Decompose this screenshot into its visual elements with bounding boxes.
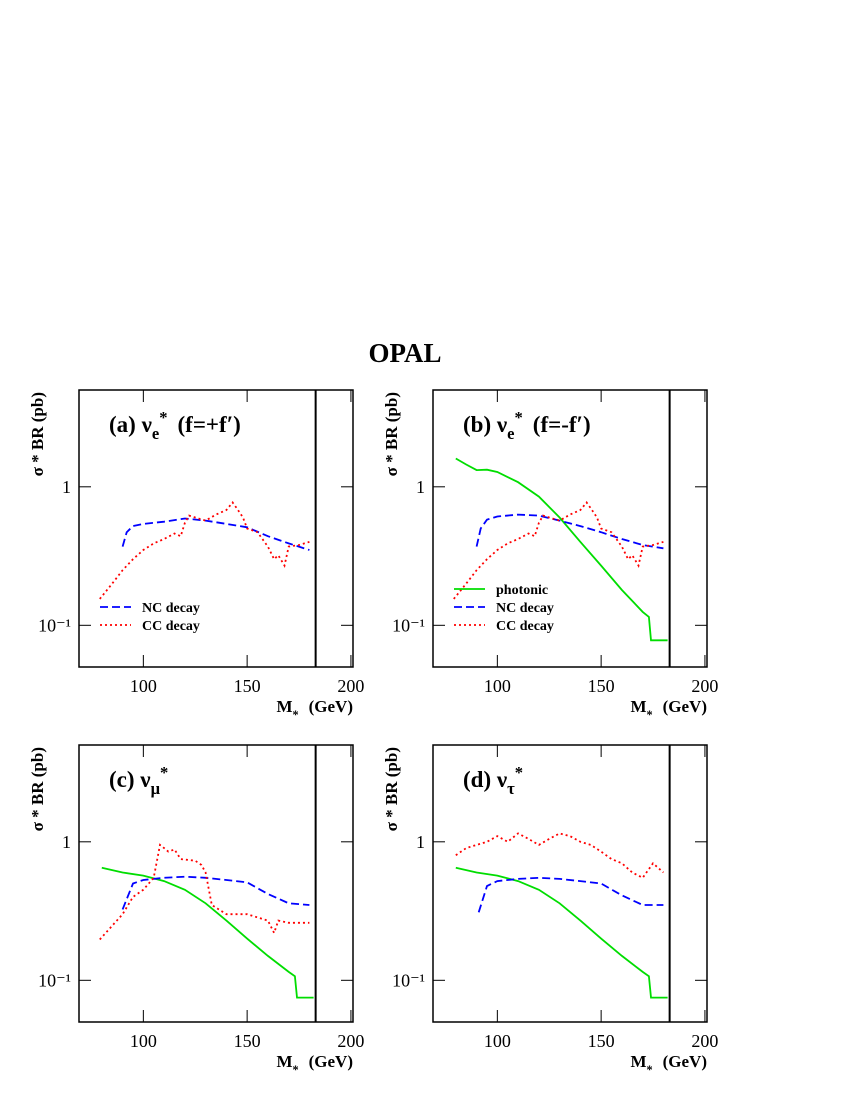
x-tick-label: 150 (234, 1031, 261, 1051)
x-axis-title-part: * (647, 708, 653, 722)
series-line (477, 876, 664, 913)
panel-title: (a) νe* (f=+f′) (109, 408, 241, 443)
panel-title-part: * (515, 763, 523, 782)
x-axis-title: M* (GeV) (276, 1052, 353, 1077)
series-line (455, 832, 664, 879)
x-axis-title-part: * (293, 1063, 299, 1077)
panel-title-part: τ (507, 779, 515, 798)
series-line (455, 457, 668, 642)
x-tick-label: 200 (337, 676, 364, 696)
x-tick-label: 150 (588, 1031, 615, 1051)
x-axis-title-part: M (276, 1052, 292, 1071)
x-axis-title-part: M (630, 1052, 646, 1071)
x-axis-title-part: M (276, 697, 292, 716)
panel-title-part: e (152, 424, 159, 443)
series-line (455, 866, 668, 999)
x-axis-title-part: M (630, 697, 646, 716)
plot-frame (432, 744, 708, 1023)
y-axis-title: σ * BR (pb) (28, 392, 47, 476)
legend-label: CC decay (496, 619, 554, 634)
x-tick-label: 150 (588, 676, 615, 696)
plot-frame (78, 744, 354, 1023)
x-tick-label: 200 (337, 1031, 364, 1051)
x-axis-title-part: (GeV) (663, 697, 707, 716)
series-line (475, 513, 664, 550)
panel-title: (b) νe* (f=-f′) (463, 408, 591, 443)
x-axis-title: M* (GeV) (630, 697, 707, 722)
y-axis-title: σ * BR (pb) (382, 747, 401, 831)
panel-title-part: * (159, 408, 167, 427)
x-axis-title: M* (GeV) (630, 1052, 707, 1077)
y-axis-title: σ * BR (pb) (382, 392, 401, 476)
y-tick-label: 1 (62, 477, 71, 497)
x-axis-title-part: (GeV) (309, 1052, 353, 1071)
legend-label: NC decay (142, 601, 200, 616)
figure-title: OPAL (369, 338, 442, 368)
x-tick-label: 150 (234, 676, 261, 696)
plot-frame (78, 389, 354, 668)
series-line (121, 875, 310, 910)
y-tick-label: 1 (416, 477, 425, 497)
y-tick-label: 10⁻¹ (38, 970, 71, 990)
x-tick-label: 100 (130, 1031, 157, 1051)
legend-label: CC decay (142, 619, 200, 634)
panel-title-part: * (160, 763, 168, 782)
x-tick-label: 200 (691, 676, 718, 696)
x-tick-label: 200 (691, 1031, 718, 1051)
series-line (99, 501, 310, 600)
x-tick-label: 100 (130, 676, 157, 696)
panel-title-part: μ (151, 779, 161, 798)
panel-title-part: * (515, 408, 523, 427)
x-axis-title-part: (GeV) (663, 1052, 707, 1071)
panel-title-part: (c) ν (109, 767, 151, 792)
series-line (101, 866, 314, 999)
y-axis-title: σ * BR (pb) (28, 747, 47, 831)
legend-label: NC decay (496, 601, 554, 616)
x-tick-label: 100 (484, 676, 511, 696)
series-line (99, 843, 310, 941)
panel-title-part: (f=-f′) (533, 412, 591, 437)
panel-title-part: (f=+f′) (178, 412, 241, 437)
panel-title-part: (d) ν (463, 767, 507, 792)
panel-title: (c) νμ* (109, 763, 168, 798)
legend-label: photonic (496, 583, 548, 598)
plot-frame (432, 389, 708, 668)
x-axis-title-part: * (293, 708, 299, 722)
x-axis-title-part: * (647, 1063, 653, 1077)
y-tick-label: 1 (416, 832, 425, 852)
x-tick-label: 100 (484, 1031, 511, 1051)
x-axis-title: M* (GeV) (276, 697, 353, 722)
y-tick-label: 10⁻¹ (392, 615, 425, 635)
panel-title: (d) ντ* (463, 763, 523, 798)
series-line (121, 517, 310, 551)
panel-title-part: e (507, 424, 514, 443)
y-tick-label: 1 (62, 832, 71, 852)
panel-title-part: (b) ν (463, 412, 507, 437)
y-tick-label: 10⁻¹ (38, 615, 71, 635)
x-axis-title-part: (GeV) (309, 697, 353, 716)
y-tick-label: 10⁻¹ (392, 970, 425, 990)
panel-title-part: (a) ν (109, 412, 152, 437)
